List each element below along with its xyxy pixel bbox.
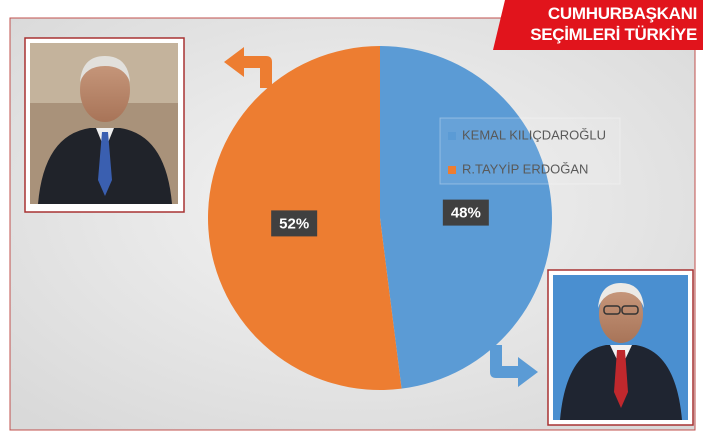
photo: [25, 38, 184, 212]
legend-swatch: [448, 132, 456, 140]
legend-swatch: [448, 166, 456, 174]
legend-label: R.TAYYİP ERDOĞAN: [462, 161, 588, 176]
pie: [208, 46, 552, 390]
photo: [548, 270, 693, 425]
value-label: 52%: [279, 215, 309, 232]
chart: KEMAL KILIÇDAROĞLU R.TAYYİP ERDOĞAN 48% 52…: [0, 0, 703, 436]
page: KEMAL KILIÇDAROĞLU R.TAYYİP ERDOĞAN 48% 52…: [0, 0, 703, 436]
legend-label: KEMAL KILIÇDAROĞLU: [462, 127, 606, 142]
value-label: 48%: [451, 205, 481, 222]
chart-title: CUMHURBAŞKANI SEÇİMLERİ TÜRKİYE: [527, 3, 697, 45]
